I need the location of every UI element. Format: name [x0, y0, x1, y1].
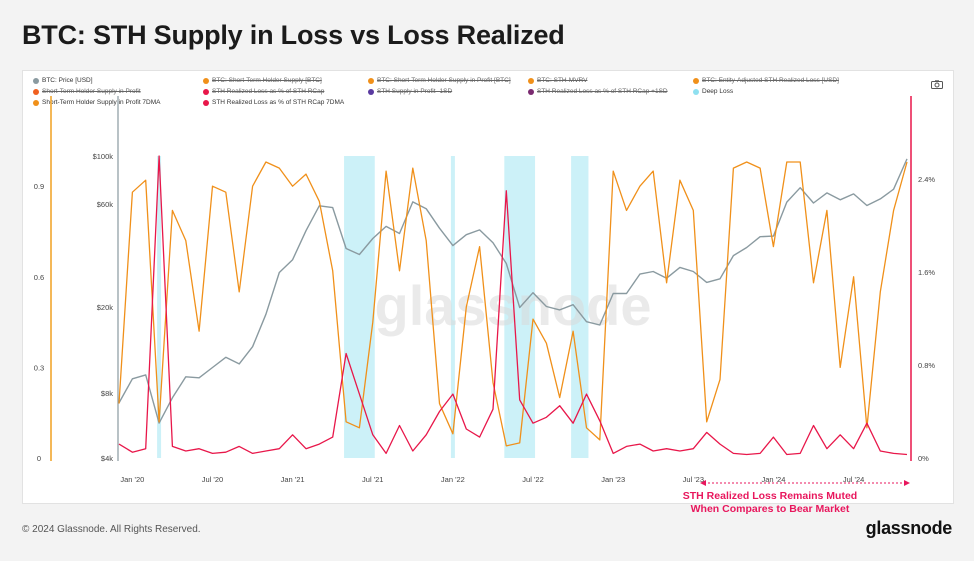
y-price-tick-label: $20k	[97, 303, 114, 312]
legend-swatch	[33, 77, 39, 84]
chart-legend: BTC: Price [USD] BTC: Short-Term Holder S…	[33, 77, 913, 111]
legend-item[interactable]: STH Realized Loss as % of STH RCap	[203, 88, 324, 95]
legend-label: BTC: Entity-Adjusted STH Realized Loss […	[702, 77, 839, 84]
brand-logo: glassnode	[865, 518, 953, 538]
legend-item[interactable]: STH Realized Loss as % of STH RCap +1SD	[528, 88, 668, 95]
camera-icon[interactable]	[931, 80, 943, 89]
legend-label: STH Supply in Profit -1SD	[377, 88, 453, 95]
legend-label: BTC: Short-Term Holder Supply in Profit …	[377, 77, 511, 84]
y-price-tick-label: $8k	[101, 389, 113, 398]
x-tick-label: Jan '20	[120, 475, 144, 484]
legend-swatch	[693, 77, 699, 84]
legend-label: STH Realized Loss as % of STH RCap	[212, 88, 325, 95]
y-left-tick-label: 0.9	[34, 182, 44, 191]
y-left-tick-label: 0.3	[34, 363, 44, 372]
x-tick-label: Jan '23	[601, 475, 625, 484]
legend-label: BTC: STH-MVRV	[537, 77, 588, 84]
legend-item[interactable]: BTC: Short-Term Holder Supply [BTC]	[203, 77, 322, 84]
legend-swatch	[368, 88, 374, 95]
legend-item[interactable]: Short-Term Holder Supply in Profit	[33, 88, 141, 95]
y-right-tick-label: 1.6%	[918, 268, 935, 277]
chart-panel: BTC: Price [USD] BTC: Short-Term Holder S…	[22, 70, 954, 504]
x-tick-label: Jul '22	[522, 475, 543, 484]
legend-label: BTC: Short-Term Holder Supply [BTC]	[212, 77, 322, 84]
legend-item[interactable]: Short-Term Holder Supply in Profit 7DMA	[33, 99, 161, 106]
y-right-tick-label: 0%	[918, 454, 929, 463]
x-tick-label: Jan '21	[281, 475, 305, 484]
annotation-line-2: When Compares to Bear Market	[690, 503, 850, 515]
legend-swatch	[693, 88, 699, 95]
copyright-text: © 2024 Glassnode. All Rights Reserved.	[22, 524, 201, 535]
y-right-tick-label: 0.8%	[918, 361, 935, 370]
legend-swatch	[33, 88, 39, 95]
legend-label: Short-Term Holder Supply in Profit 7DMA	[42, 99, 161, 106]
legend-swatch	[368, 77, 374, 84]
chart-annotation: STH Realized Loss Remains Muted When Com…	[660, 490, 880, 516]
legend-item[interactable]: BTC: Short-Term Holder Supply in Profit …	[368, 77, 511, 84]
legend-swatch	[33, 99, 39, 106]
legend-swatch	[203, 99, 209, 106]
y-price-tick-label: $100k	[93, 152, 114, 161]
annotation-line-1: STH Realized Loss Remains Muted	[682, 490, 858, 502]
x-tick-label: Jul '21	[362, 475, 383, 484]
x-tick-label: Jul '23	[683, 475, 704, 484]
deep-loss-band	[571, 156, 589, 458]
y-price-tick-label: $60k	[97, 200, 114, 209]
legend-item[interactable]: BTC: Entity-Adjusted STH Realized Loss […	[693, 77, 839, 84]
x-tick-label: Jan '24	[761, 475, 785, 484]
legend-label: STH Realized Loss as % of STH RCap 7DMA	[212, 99, 345, 106]
legend-item[interactable]: STH Supply in Profit -1SD	[368, 88, 452, 95]
legend-swatch	[203, 88, 209, 95]
chart-canvas: glassnode00.30.60.9$4k$8k$20k$60k$100k0%…	[34, 96, 935, 484]
legend-item[interactable]: BTC: STH-MVRV	[528, 77, 587, 84]
x-tick-label: Jul '24	[843, 475, 864, 484]
y-right-tick-label: 2.4%	[918, 175, 935, 184]
deep-loss-band	[157, 156, 162, 458]
deep-loss-band	[344, 156, 375, 458]
y-left-tick-label: 0	[37, 454, 41, 463]
y-price-tick-label: $4k	[101, 454, 113, 463]
legend-label: BTC: Price [USD]	[42, 77, 93, 84]
legend-swatch	[528, 88, 534, 95]
legend-swatch	[528, 77, 534, 84]
sth-realized-loss-7dma-line	[118, 155, 908, 456]
sth-supply-in-profit-7dma-line	[118, 161, 908, 447]
x-tick-label: Jul '20	[202, 475, 223, 484]
legend-swatch	[203, 77, 209, 84]
y-left-tick-label: 0.6	[34, 273, 44, 282]
page-title: BTC: STH Supply in Loss vs Loss Realized	[22, 20, 565, 50]
legend-label: Short-Term Holder Supply in Profit	[42, 88, 141, 95]
legend-label: STH Realized Loss as % of STH RCap +1SD	[537, 88, 668, 95]
legend-item[interactable]: BTC: Price [USD]	[33, 77, 93, 84]
legend-item[interactable]: Deep Loss	[693, 88, 733, 95]
legend-label: Deep Loss	[702, 88, 734, 95]
deep-loss-band	[450, 156, 455, 458]
annotation-range-arrow	[700, 480, 910, 486]
legend-item[interactable]: STH Realized Loss as % of STH RCap 7DMA	[203, 99, 344, 106]
x-tick-label: Jan '22	[441, 475, 465, 484]
